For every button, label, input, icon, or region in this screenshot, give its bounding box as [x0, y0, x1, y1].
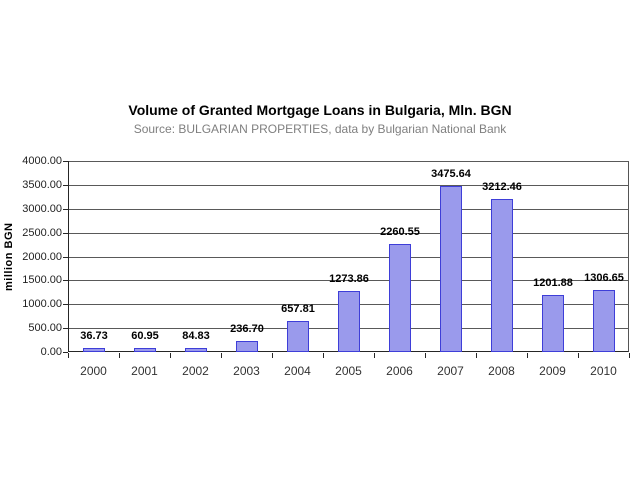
- bar-value-label: 3212.46: [482, 181, 522, 193]
- y-tick-label: 3000.00: [22, 203, 62, 215]
- x-category-label: 2002: [182, 364, 209, 378]
- bar-value-label: 657.81: [281, 303, 315, 315]
- x-tick-mark: [527, 353, 528, 358]
- y-tick-mark: [63, 161, 68, 162]
- x-category-label: 2001: [131, 364, 158, 378]
- x-category-label: 2007: [437, 364, 464, 378]
- bar: [491, 199, 513, 352]
- y-tick-mark: [63, 352, 68, 353]
- bar-value-label: 236.70: [230, 323, 264, 335]
- gridline: [69, 185, 629, 186]
- x-tick-mark: [374, 353, 375, 358]
- y-tick-mark: [63, 233, 68, 234]
- gridline: [69, 209, 629, 210]
- x-tick-mark: [578, 353, 579, 358]
- y-tick-mark: [63, 304, 68, 305]
- y-tick-mark: [63, 280, 68, 281]
- x-category-label: 2005: [335, 364, 362, 378]
- x-tick-mark: [629, 353, 630, 358]
- y-tick-mark: [63, 209, 68, 210]
- bar: [287, 321, 309, 352]
- x-category-label: 2003: [233, 364, 260, 378]
- y-tick-label: 500.00: [28, 322, 62, 334]
- y-tick-label: 2000.00: [22, 251, 62, 263]
- x-category-label: 2010: [590, 364, 617, 378]
- chart-subtitle: Source: BULGARIAN PROPERTIES, data by Bu…: [133, 122, 507, 136]
- x-tick-mark: [119, 353, 120, 358]
- bar: [338, 291, 360, 352]
- bar-value-label: 3475.64: [431, 168, 471, 180]
- y-tick-mark: [63, 185, 68, 186]
- x-tick-mark: [170, 353, 171, 358]
- bar-value-label: 1306.65: [584, 272, 624, 284]
- bar: [83, 348, 105, 352]
- gridline: [69, 161, 629, 162]
- y-tick-label: 1000.00: [22, 298, 62, 310]
- x-category-label: 2008: [488, 364, 515, 378]
- y-tick-label: 2500.00: [22, 227, 62, 239]
- y-tick-mark: [63, 328, 68, 329]
- bar-value-label: 60.95: [131, 330, 159, 342]
- gridline: [69, 280, 629, 281]
- y-tick-label: 4000.00: [22, 155, 62, 167]
- bar-value-label: 2260.55: [380, 226, 420, 238]
- bar: [440, 186, 462, 352]
- y-tick-label: 3500.00: [22, 179, 62, 191]
- x-tick-mark: [221, 353, 222, 358]
- x-category-label: 2006: [386, 364, 413, 378]
- bar: [542, 295, 564, 352]
- x-tick-mark: [323, 353, 324, 358]
- x-tick-mark: [476, 353, 477, 358]
- gridline: [69, 233, 629, 234]
- gridline: [69, 257, 629, 258]
- x-tick-mark: [425, 353, 426, 358]
- bar-value-label: 1201.88: [533, 277, 573, 289]
- x-category-label: 2009: [539, 364, 566, 378]
- bar-value-label: 84.83: [182, 330, 210, 342]
- x-category-label: 2000: [80, 364, 107, 378]
- bar: [185, 348, 207, 352]
- bar: [134, 348, 156, 352]
- bar: [593, 290, 615, 352]
- bar-value-label: 1273.86: [329, 273, 369, 285]
- y-tick-label: 1500.00: [22, 274, 62, 286]
- x-category-label: 2004: [284, 364, 311, 378]
- bar: [236, 341, 258, 352]
- bar: [389, 244, 411, 352]
- chart-title: Volume of Granted Mortgage Loans in Bulg…: [128, 102, 512, 118]
- y-tick-label: 0.00: [40, 346, 62, 358]
- y-tick-mark: [63, 257, 68, 258]
- x-tick-mark: [272, 353, 273, 358]
- bar-value-label: 36.73: [80, 330, 108, 342]
- x-tick-mark: [68, 353, 69, 358]
